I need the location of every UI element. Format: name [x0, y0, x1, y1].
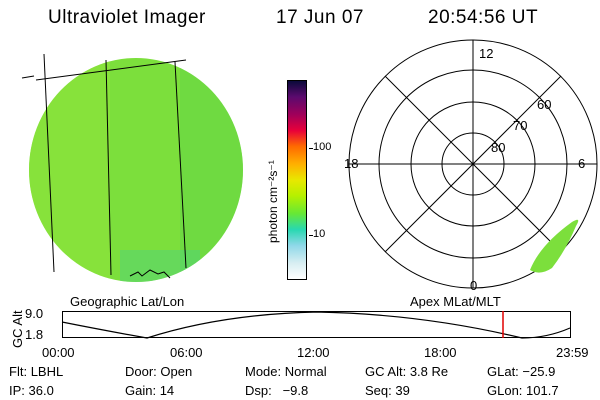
info-gain: Gain: 14: [125, 383, 175, 398]
time-tick-1200: 12:00: [297, 345, 330, 360]
left-panel-title: Geographic Lat/Lon: [70, 294, 185, 309]
info-mode: Mode: Normal: [245, 364, 327, 379]
info-seq: Seq: 39: [365, 383, 410, 398]
altitude-tick-min: 1.8: [25, 327, 44, 342]
mlat-label-70: 70: [513, 118, 528, 133]
mlt-label-6: 6: [578, 156, 586, 171]
color-bar-gradient: [288, 81, 306, 279]
info-glat: GLat: −25.9: [487, 364, 556, 379]
longitude-line: [43, 53, 55, 273]
info-ip: IP: 36.0: [9, 383, 54, 398]
colorbar-tick-100: 100: [313, 141, 332, 153]
polar-plot: [348, 39, 598, 289]
mlat-label-60: 60: [537, 97, 552, 112]
colorbar-tick-mark: [309, 148, 313, 149]
polar-diagonal: [384, 75, 562, 253]
info-gc-alt: GC Alt: 3.8 Re: [365, 364, 449, 379]
altitude-curve: [61, 311, 571, 339]
time-tick-0000: 00:00: [42, 345, 75, 360]
uvi-image-panel: [21, 53, 243, 282]
latitude-line: [35, 59, 187, 81]
time-label: 20:54:56 UT: [428, 7, 539, 28]
info-dsp: Dsp: −9.8: [245, 383, 309, 398]
mlt-label-18: 18: [344, 156, 359, 171]
altitude-plot-frame: [62, 311, 571, 338]
colorbar-unit-label: photon cm⁻²s⁻¹: [266, 160, 280, 243]
longitude-line: [174, 61, 187, 269]
colorbar-tick-mark: [309, 235, 313, 236]
aurora-oval-fragment: [530, 219, 579, 273]
polar-plot-title: Apex MLat/MLT: [410, 294, 501, 309]
mlat-label-80: 80: [491, 140, 506, 155]
info-glon: GLon: 101.7: [487, 383, 559, 398]
time-tick-1800: 18:00: [424, 345, 457, 360]
altitude-plot: [61, 311, 571, 339]
disk-shading-left: [29, 58, 110, 282]
disk-shading-bottom: [120, 250, 200, 282]
colorbar-tick-10: 10: [313, 228, 326, 240]
altitude-axis-label: GC Alt: [10, 310, 25, 348]
mlt-label-0: 0: [470, 278, 478, 293]
info-flt: Flt: LBHL: [9, 364, 64, 379]
mlt-label-12: 12: [479, 46, 494, 61]
longitude-line: [105, 59, 112, 276]
instrument-title: Ultraviolet Imager: [48, 7, 206, 28]
altitude-tick-max: 9.0: [25, 306, 44, 321]
info-door: Door: Open: [125, 364, 193, 379]
color-bar: [287, 80, 307, 280]
time-tick-2359: 23:59: [556, 345, 589, 360]
coastline: [129, 269, 171, 279]
time-tick-0600: 06:00: [170, 345, 203, 360]
latitude-line-segment: [21, 75, 35, 79]
date-label: 17 Jun 07: [276, 7, 364, 28]
